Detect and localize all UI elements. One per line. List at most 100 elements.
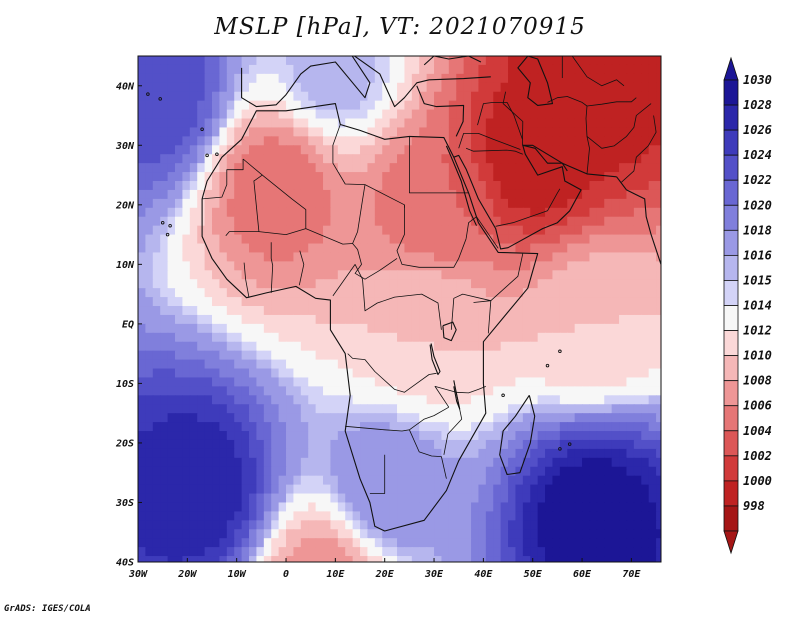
pressure-cell bbox=[256, 100, 265, 111]
pressure-cell bbox=[456, 225, 465, 236]
pressure-cell bbox=[160, 520, 169, 530]
pressure-cell bbox=[641, 520, 650, 530]
pressure-cell bbox=[152, 484, 161, 495]
pressure-cell bbox=[530, 100, 539, 111]
pressure-cell bbox=[545, 395, 554, 405]
pressure-cell bbox=[589, 314, 598, 325]
pressure-cell bbox=[619, 172, 628, 182]
pressure-cell bbox=[315, 395, 324, 405]
pressure-cell bbox=[567, 198, 576, 209]
pressure-cell bbox=[633, 279, 642, 289]
pressure-cell bbox=[626, 529, 635, 539]
pressure-cell bbox=[522, 261, 531, 271]
pressure-cell bbox=[278, 270, 287, 280]
pressure-cell bbox=[330, 332, 339, 343]
pressure-cell bbox=[493, 395, 502, 405]
pressure-cell bbox=[175, 413, 183, 423]
pressure-cell bbox=[189, 216, 198, 227]
pressure-cell bbox=[537, 350, 546, 361]
pressure-cell bbox=[278, 297, 287, 307]
pressure-cell bbox=[559, 431, 568, 441]
pressure-cell bbox=[249, 386, 258, 396]
pressure-cell bbox=[315, 484, 324, 495]
pressure-cell bbox=[308, 359, 317, 370]
pressure-cell bbox=[515, 431, 524, 441]
pressure-cell bbox=[263, 377, 272, 387]
pressure-cell bbox=[360, 556, 369, 562]
pressure-cell bbox=[234, 323, 243, 334]
pressure-cell bbox=[374, 189, 383, 200]
pressure-cell bbox=[493, 172, 502, 182]
pressure-cell bbox=[456, 288, 465, 298]
pressure-cell bbox=[648, 502, 657, 512]
pressure-cell bbox=[648, 493, 657, 504]
pressure-cell bbox=[160, 475, 169, 486]
pressure-cell bbox=[574, 279, 583, 289]
pressure-cell bbox=[382, 118, 391, 129]
pressure-cell bbox=[167, 323, 176, 334]
pressure-cell bbox=[293, 395, 302, 405]
pressure-cell bbox=[263, 261, 272, 271]
pressure-cell bbox=[382, 538, 391, 548]
pressure-cell bbox=[404, 225, 413, 236]
pressure-cell bbox=[611, 493, 620, 504]
pressure-cell bbox=[552, 243, 561, 254]
pressure-cell bbox=[308, 448, 317, 459]
pressure-cell bbox=[604, 332, 613, 343]
pressure-cell bbox=[374, 100, 383, 111]
pressure-cell bbox=[633, 207, 642, 218]
pressure-cell bbox=[175, 91, 183, 102]
pressure-cell bbox=[582, 323, 591, 334]
pressure-cell bbox=[389, 466, 398, 477]
pressure-cell bbox=[478, 91, 487, 102]
pressure-cell bbox=[619, 234, 628, 245]
pressure-cell bbox=[471, 457, 480, 468]
pressure-cell bbox=[249, 172, 258, 182]
pressure-cell bbox=[545, 386, 554, 396]
pressure-cell bbox=[263, 64, 272, 75]
pressure-cell bbox=[345, 118, 354, 129]
pressure-cell bbox=[212, 332, 221, 343]
pressure-cell bbox=[337, 91, 346, 102]
pressure-cell bbox=[537, 198, 546, 209]
pressure-cell bbox=[508, 154, 517, 164]
pressure-cell bbox=[441, 288, 450, 298]
pressure-cell bbox=[508, 100, 517, 111]
pressure-cell bbox=[286, 359, 295, 370]
pressure-cell bbox=[286, 234, 295, 245]
pressure-cell bbox=[515, 538, 524, 548]
pressure-cell bbox=[367, 431, 376, 441]
pressure-cell bbox=[197, 341, 206, 352]
pressure-cell bbox=[256, 404, 265, 414]
pressure-cell bbox=[508, 73, 517, 84]
pressure-cell bbox=[145, 56, 154, 66]
country-border bbox=[465, 147, 523, 155]
country-border bbox=[586, 103, 652, 149]
pressure-cell bbox=[493, 502, 502, 512]
pressure-cell bbox=[522, 466, 531, 477]
pressure-cell bbox=[345, 243, 354, 254]
pressure-cell bbox=[419, 136, 428, 146]
pressure-cell bbox=[537, 556, 546, 562]
pressure-cell bbox=[278, 377, 287, 387]
pressure-cell bbox=[219, 511, 228, 521]
pressure-cell bbox=[374, 368, 383, 379]
pressure-cell bbox=[167, 297, 176, 307]
pressure-cell bbox=[589, 243, 598, 254]
pressure-cell bbox=[389, 556, 398, 562]
pressure-cell bbox=[485, 323, 494, 334]
pressure-cell bbox=[448, 323, 457, 334]
pressure-cell bbox=[256, 306, 265, 316]
pressure-cell bbox=[152, 288, 161, 298]
pressure-cell bbox=[293, 234, 302, 245]
pressure-cell bbox=[160, 413, 169, 423]
colorbar-swatch bbox=[723, 355, 739, 382]
pressure-cell bbox=[160, 136, 169, 146]
pressure-cell bbox=[226, 163, 235, 173]
pressure-cell bbox=[323, 350, 332, 361]
pressure-cell bbox=[567, 64, 576, 75]
pressure-cell bbox=[226, 181, 235, 191]
pressure-cell bbox=[345, 297, 354, 307]
pressure-cell bbox=[360, 538, 369, 548]
pressure-cell bbox=[559, 56, 568, 66]
